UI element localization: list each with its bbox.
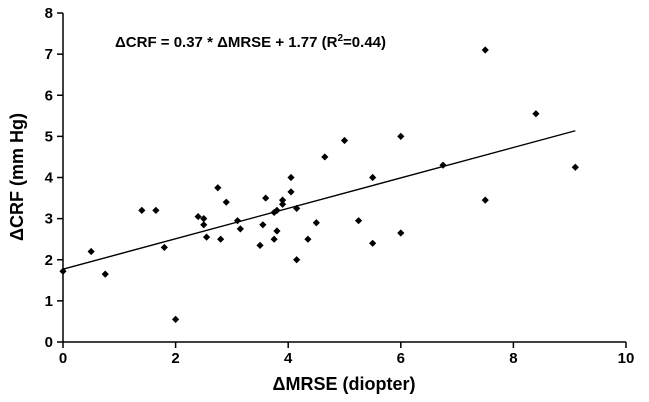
equation-annotation: ΔCRF = 0.37 * ΔMRSE + 1.77 (R2=0.44) [115,33,386,51]
y-tick-label: 1 [45,293,53,310]
data-point [397,229,405,237]
data-point [287,173,295,182]
x-tick-label: 0 [59,350,67,367]
data-point [369,239,377,247]
x-tick-label: 8 [509,350,517,367]
data-point [397,132,405,140]
y-tick-label: 8 [45,5,53,22]
trend-line [62,130,576,270]
data-point [293,256,301,264]
data-point [172,315,180,323]
x-tick-label: 6 [397,350,405,367]
data-point [217,235,225,243]
data-point [571,163,579,171]
x-tick-label: 4 [284,350,293,367]
y-tick-label: 6 [45,87,53,104]
data-point [278,200,287,208]
data-point [312,219,320,227]
data-point [200,215,208,223]
data-points [59,46,579,323]
data-point [304,235,312,243]
data-point [152,206,160,214]
data-point [200,221,208,229]
equation-suffix: =0.44) [343,34,386,51]
y-axis-ticks: 0 1 2 3 4 5 6 7 8 [45,5,63,351]
data-point [259,221,267,229]
y-tick-label: 4 [45,170,54,187]
data-point [256,241,264,249]
data-point [194,212,202,221]
data-point [481,46,489,54]
data-point [439,161,447,169]
y-tick-label: 7 [45,46,53,63]
data-point [202,233,211,241]
data-point [369,173,377,182]
x-axis-title: ΔMRSE (diopter) [273,374,416,394]
data-point [222,198,230,206]
data-point [278,196,287,204]
data-point [138,206,146,214]
equation-superscript: 2 [337,33,343,44]
data-point [287,188,295,196]
y-tick-label: 0 [45,334,53,351]
data-point [321,153,329,161]
data-point [101,270,109,278]
x-tick-label: 2 [171,350,179,367]
equation-prefix: ΔCRF = 0.37 * ΔMRSE + 1.77 (R [115,34,338,51]
data-point [273,227,281,235]
x-tick-label: 10 [618,350,635,367]
data-point [214,184,222,192]
data-point [354,217,363,225]
x-axis-ticks: 0 2 4 6 8 10 [59,342,635,367]
data-point [236,225,244,233]
data-point [481,196,489,204]
data-point [532,110,540,118]
data-point [262,194,270,202]
y-axis-title: ΔCRF (mm Hg) [7,113,27,241]
data-point [160,243,168,252]
y-tick-label: 3 [45,211,53,228]
data-point [87,247,95,256]
data-point [340,136,349,145]
y-tick-label: 2 [45,252,53,269]
y-tick-label: 5 [45,128,53,145]
data-point [270,235,278,243]
